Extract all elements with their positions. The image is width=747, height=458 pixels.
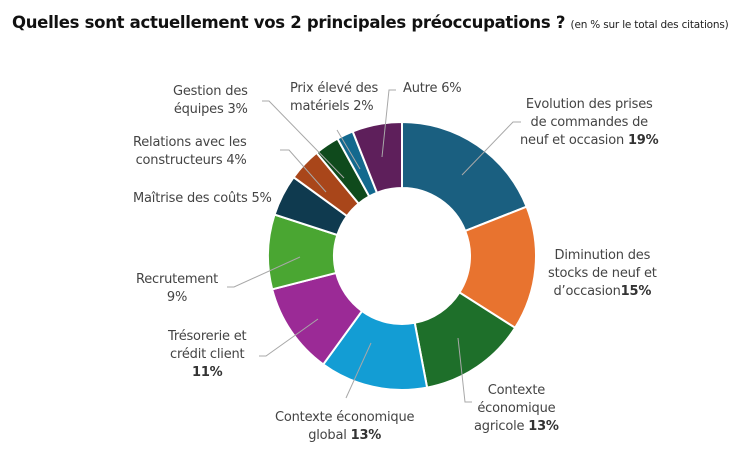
label-line: de commandes de (530, 115, 649, 130)
label-line: Recrutement (136, 272, 219, 287)
label-line: économique (477, 401, 556, 416)
leader-autre (381, 89, 396, 158)
slice-0 (401, 120, 528, 233)
leader-agricole (457, 337, 472, 403)
label-maitrise: Maîtrise des coûts 5% (133, 191, 272, 206)
label-evolution: Evolution des prises de commandes de neu… (520, 96, 659, 150)
label-line: Trésorerie et (168, 329, 247, 344)
label-autre: Autre 6% (403, 81, 462, 96)
label-line: agricole (474, 419, 529, 434)
label-line: crédit client (170, 347, 245, 362)
label-line: Prix élevé des (290, 81, 379, 96)
label-line: d’occasion (553, 284, 621, 299)
label-diminution: Diminution des stocks de neuf et d’occas… (548, 247, 657, 301)
leader-evolution (461, 121, 521, 176)
label-gestion: Gestion des équipes 3% (173, 83, 248, 119)
label-line: Contexte (487, 383, 546, 398)
leader-gestion (262, 100, 345, 179)
label-recrutement: Recrutement 9% (136, 271, 218, 307)
label-tresorerie: Trésorerie et crédit client 11% (168, 328, 247, 382)
label-agricole: Contexte économique agricole 13% (474, 382, 559, 436)
title-text: Quelles sont actuellement vos 2 principa… (12, 13, 566, 32)
label-line: neuf et occasion (520, 133, 628, 148)
leader-relations (280, 149, 327, 193)
label-line: Evolution des prises (525, 97, 653, 112)
label-value: 13% (350, 428, 382, 443)
label-line: équipes 3% (173, 102, 248, 117)
chart-title: Quelles sont actuellement vos 2 principa… (12, 13, 729, 32)
label-line: global (308, 428, 351, 443)
label-line: Relations avec les (133, 135, 247, 150)
leader-prix (336, 129, 361, 170)
label-line: Diminution des (554, 248, 651, 263)
leader-recrutement (227, 256, 301, 288)
label-global: Contexte économique global 13% (275, 409, 415, 445)
label-line: Contexte économique (275, 410, 415, 425)
label-value: 19% (627, 133, 659, 148)
label-line: matériels 2% (290, 99, 374, 114)
slice-10 (351, 120, 403, 195)
donut-slices (267, 120, 537, 391)
label-prix: Prix élevé des matériels 2% (290, 80, 378, 116)
label-value: 11% (191, 365, 223, 380)
label-value: 13% (528, 419, 559, 434)
label-line: Gestion des (173, 84, 248, 99)
label-relations: Relations avec les constructeurs 4% (133, 134, 247, 170)
leader-tresorerie (259, 318, 319, 357)
label-value: 15% (620, 284, 652, 299)
label-value: 9% (166, 290, 188, 305)
label-line: constructeurs 4% (135, 153, 247, 168)
chart-subtitle: (en % sur le total des citations) (570, 19, 729, 31)
leader-global (345, 342, 372, 399)
leader-lines (227, 89, 521, 403)
label-line: stocks de neuf et (548, 266, 657, 281)
